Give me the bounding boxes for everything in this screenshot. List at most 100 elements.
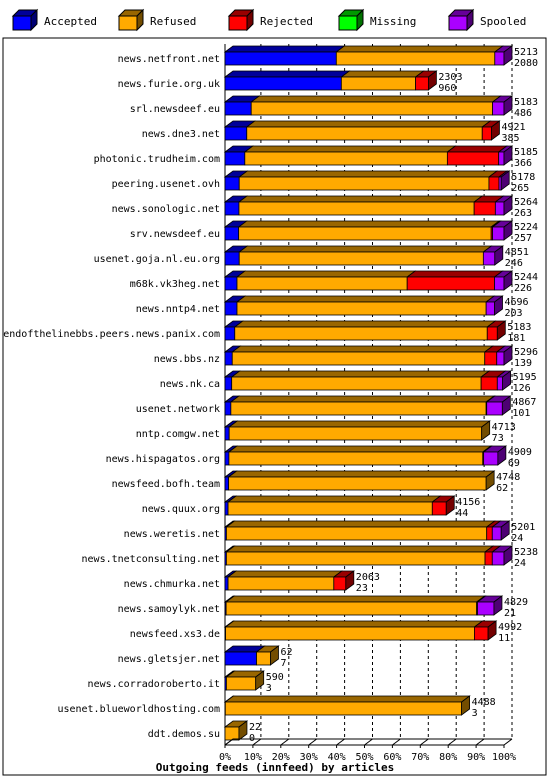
bars xyxy=(223,45,514,741)
bar-refused-top xyxy=(238,245,493,253)
bar-rejected-side xyxy=(496,320,506,341)
bar-segment-refused xyxy=(228,451,484,466)
offered-value-label: 5195 xyxy=(513,372,537,383)
x-axis-depth xyxy=(224,738,234,746)
bar-refused-top xyxy=(225,545,495,553)
legend-item-missing: Missing xyxy=(337,8,416,32)
bar-refused-side xyxy=(270,645,279,666)
chart-title: Outgoing feeds (innfeed) by articles xyxy=(156,761,394,774)
offered-value-label: 2303 xyxy=(438,72,462,83)
x-axis: 0% 10% 20% 30% 40% 50% 60% 70% 80% 90% 100% xyxy=(219,738,516,763)
offered-value-label: 4696 xyxy=(505,297,529,308)
x-tick xyxy=(336,738,345,746)
bar-segment-rejected xyxy=(474,626,489,641)
bar-refused-top xyxy=(243,145,457,153)
bar-segment-refused xyxy=(224,701,462,716)
accepted-value-label: 101 xyxy=(512,408,530,419)
accepted-value-label: 246 xyxy=(505,258,523,269)
x-tick-label: 90% xyxy=(467,752,485,763)
bar-spooled-side xyxy=(493,595,503,616)
bar-refused-top xyxy=(340,70,425,78)
bar-rejected-top xyxy=(446,145,508,153)
category-label: news.quux.org xyxy=(142,504,220,515)
category-label: newsfeed.xs3.de xyxy=(130,629,220,640)
bar-segment-rejected xyxy=(415,76,429,91)
category-label: m68k.vk3heg.net xyxy=(130,279,220,290)
category-label: usenet.blueworldhosting.com xyxy=(57,704,220,715)
bar-row xyxy=(223,70,438,91)
accepted-value-label: 486 xyxy=(514,108,532,119)
bar-segment-spooled xyxy=(494,51,505,66)
bar-segment-refused xyxy=(225,676,257,691)
bar-refused-top xyxy=(226,495,442,503)
x-tick xyxy=(503,738,513,746)
category-label: news.bbs.nz xyxy=(154,354,220,365)
bar-segment-rejected xyxy=(481,126,492,141)
x-tick-label: 60% xyxy=(383,752,401,763)
bar-row xyxy=(223,120,501,141)
bar-spooled-side xyxy=(502,370,512,391)
bar-segment-rejected xyxy=(333,576,347,591)
category-label: news.samoylyk.net xyxy=(118,604,220,615)
legend-swatch xyxy=(448,15,468,31)
offered-value-label: 2063 xyxy=(356,572,380,583)
bar-segment-rejected xyxy=(486,326,498,341)
bar-segment-spooled xyxy=(494,276,505,291)
legend-item-rejected: Rejected xyxy=(227,8,313,32)
legend-item-refused: Refused xyxy=(117,8,196,32)
bar-spooled-side xyxy=(503,545,513,566)
category-labels: news.netfront.net news.furie.org.uk srl.ne… xyxy=(3,54,220,740)
accepted-value-label: 181 xyxy=(507,333,525,344)
bar-row xyxy=(223,95,514,116)
bar-row xyxy=(223,495,456,516)
bar-refused-top xyxy=(235,270,417,278)
category-label: news.chmurka.net xyxy=(124,579,220,590)
accepted-value-label: 263 xyxy=(514,208,532,219)
bar-segment-spooled xyxy=(491,526,502,541)
bar-row xyxy=(223,670,265,691)
bar-refused-top xyxy=(230,370,491,378)
bar-accepted-top xyxy=(223,45,346,53)
bar-segment-spooled xyxy=(498,151,505,166)
value-labels: 5213208023039605183486492138551853665178… xyxy=(249,47,538,744)
offered-value-label: 4851 xyxy=(505,247,529,258)
bar-segment-spooled xyxy=(496,376,504,391)
offered-value-label: 4156 xyxy=(456,497,480,508)
bar-segment-refused xyxy=(225,551,486,566)
offered-value-label: 5224 xyxy=(514,222,538,233)
bar-refused-top xyxy=(238,170,499,178)
bar-segment-accepted xyxy=(224,576,229,591)
accepted-value-label: 69 xyxy=(508,458,520,469)
category-label: news.nk.ca xyxy=(160,379,220,390)
bar-segment-spooled xyxy=(486,401,503,416)
bar-segment-rejected xyxy=(488,176,500,191)
bar-segment-refused xyxy=(340,76,416,91)
bar-segment-refused xyxy=(228,426,483,441)
bar-segment-refused xyxy=(250,101,493,116)
category-label: newsfeed.bofh.team xyxy=(112,479,220,490)
bar-segment-spooled xyxy=(483,451,499,466)
bar-row xyxy=(223,695,471,716)
accepted-value-label: 366 xyxy=(514,158,532,169)
accepted-value-label: 7 xyxy=(280,658,286,669)
bar-refused-top xyxy=(224,620,484,628)
bar-segment-spooled xyxy=(485,301,495,316)
bar-segment-spooled xyxy=(494,201,505,216)
bar-row xyxy=(223,645,280,666)
bar-row xyxy=(223,545,514,566)
accepted-value-label: 62 xyxy=(496,483,508,494)
bar-row xyxy=(223,370,512,391)
bar-row xyxy=(223,220,514,241)
bar-segment-accepted xyxy=(224,226,240,241)
category-label: endofthelinebbs.peers.news.panix.com xyxy=(3,329,220,340)
bar-segment-refused xyxy=(234,326,488,341)
bar-segment-refused xyxy=(228,476,487,491)
offered-value-label: 5201 xyxy=(511,522,535,533)
bar-refused-top xyxy=(227,420,491,428)
accepted-value-label: 44 xyxy=(456,508,468,519)
bar-segment-spooled xyxy=(477,601,495,616)
offered-value-label: 5264 xyxy=(514,197,538,208)
bar-refused-top xyxy=(229,395,496,403)
bar-segment-refused xyxy=(224,726,240,741)
x-tick xyxy=(364,738,373,746)
